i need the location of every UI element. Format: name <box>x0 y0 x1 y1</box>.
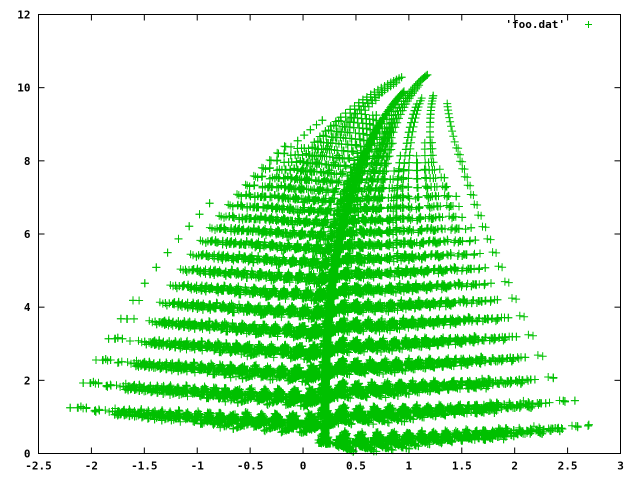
y-tick-label: 10 <box>17 82 30 95</box>
data-point <box>379 370 388 378</box>
data-point <box>381 393 390 402</box>
y-tick-label: 0 <box>24 448 31 461</box>
y-tick-label: 12 <box>17 9 30 22</box>
data-point <box>261 427 269 436</box>
data-point <box>384 418 393 427</box>
x-tick-label: 0.5 <box>346 460 366 473</box>
x-tick-label: 1 <box>406 460 413 473</box>
data-point <box>545 398 554 407</box>
scatter-points <box>66 70 593 456</box>
x-tick-label: 3 <box>617 460 624 473</box>
data-point <box>263 401 272 409</box>
x-tick-label: -2 <box>85 460 98 473</box>
y-tick-label: 2 <box>24 374 31 387</box>
data-point <box>116 382 125 391</box>
y-tick-label: 8 <box>24 155 31 168</box>
x-tick-label: 2 <box>511 460 518 473</box>
x-tick-label: 0 <box>300 460 307 473</box>
x-tick-label: -2.5 <box>25 460 52 473</box>
x-tick-label: -1 <box>191 460 205 473</box>
y-tick-label: 6 <box>24 228 31 241</box>
x-tick-label: 1.5 <box>452 460 472 473</box>
x-tick-label: 2.5 <box>558 460 578 473</box>
data-point <box>105 407 114 416</box>
x-tick-label: -0.5 <box>237 460 264 473</box>
x-tick-label: -1.5 <box>131 460 158 473</box>
data-point <box>388 446 397 455</box>
y-tick-label: 4 <box>24 301 31 314</box>
axis-ticks: -2.5 -2 -1.5 -1 -0.5 0 0.5 1 1.5 2 2.5 3 0 2 4 6 8 10 12 <box>17 9 624 473</box>
